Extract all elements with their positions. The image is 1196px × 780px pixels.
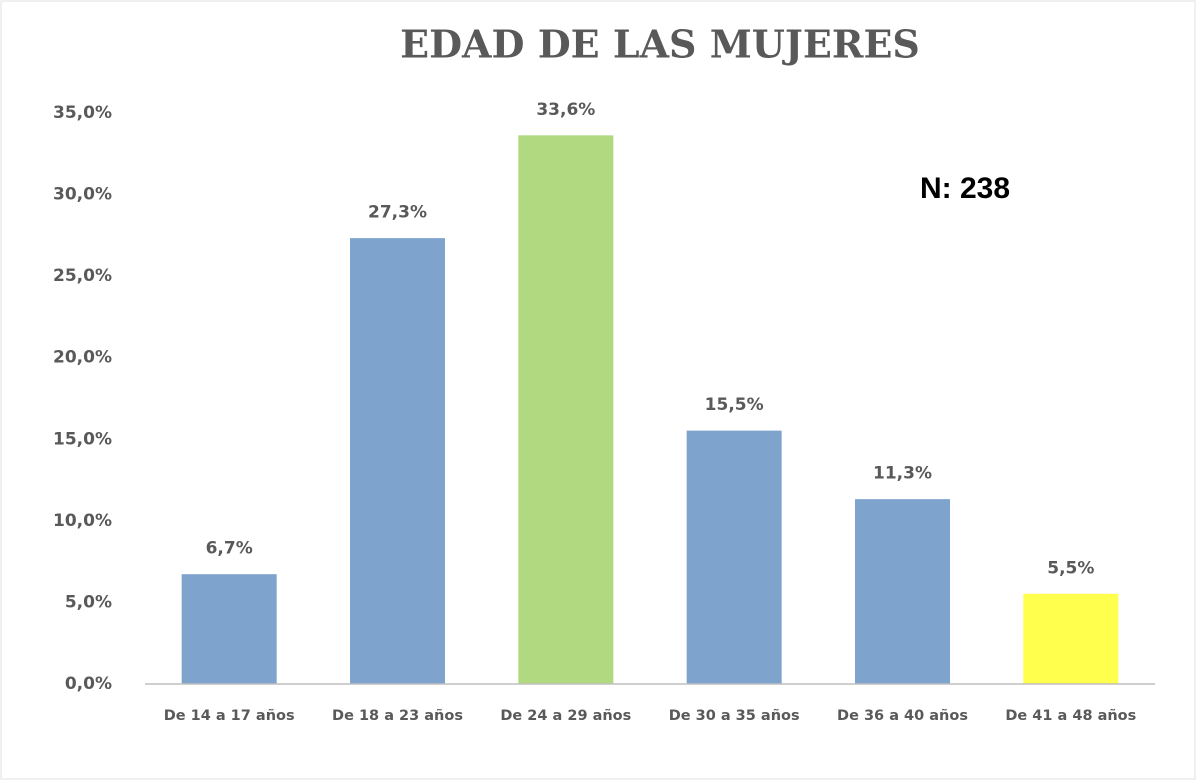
bar: [686, 430, 782, 685]
data-label: 27,3%: [368, 203, 427, 223]
y-tick-label: 0,0%: [65, 674, 112, 694]
x-tick-label: De 41 a 48 años: [1005, 708, 1136, 724]
bar: [855, 499, 950, 685]
y-tick-label: 15,0%: [53, 429, 112, 449]
data-label: 15,5%: [705, 395, 764, 415]
x-tick-label: De 24 a 29 años: [500, 708, 631, 724]
bar: [518, 135, 614, 685]
x-tick-label: De 18 a 23 años: [332, 708, 463, 724]
data-label: 33,6%: [536, 100, 595, 120]
data-label: 5,5%: [1047, 558, 1094, 578]
data-label: 11,3%: [873, 464, 932, 484]
x-tick-label: De 30 a 35 años: [669, 708, 800, 724]
y-tick-label: 5,0%: [65, 592, 112, 612]
annotation: N: 238: [920, 172, 1010, 205]
bar: [1023, 593, 1119, 685]
y-tick-label: 25,0%: [53, 266, 112, 286]
x-tick-label: De 36 a 40 años: [837, 708, 968, 724]
y-tick-label: 30,0%: [53, 185, 112, 205]
y-tick-label: 35,0%: [53, 103, 112, 123]
y-tick-label: 20,0%: [53, 348, 112, 368]
x-tick-label: De 14 a 17 años: [164, 708, 295, 724]
chart-title: EDAD DE LAS MUJERES: [400, 22, 920, 67]
data-label: 6,7%: [206, 539, 253, 559]
bar: [181, 574, 277, 685]
y-tick-label: 10,0%: [53, 511, 112, 531]
bar: [350, 238, 445, 685]
